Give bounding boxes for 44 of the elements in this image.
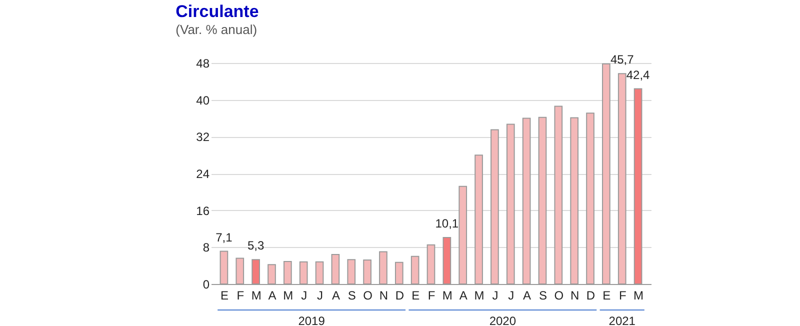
data-label: 10,1 [435, 216, 459, 230]
x-tick-label: S [348, 288, 356, 302]
x-tick-label: A [523, 288, 532, 302]
x-tick-label: J [301, 288, 308, 302]
x-tick-label: O [554, 288, 564, 302]
chart-subtitle: (Var. % anual) [176, 22, 258, 37]
y-tick-label: 40 [196, 93, 210, 108]
x-tick-label: J [508, 288, 514, 302]
y-tick-label: 8 [202, 240, 210, 255]
x-tick-label: J [317, 288, 324, 302]
text: 2020 [489, 314, 516, 326]
text: 2019 [298, 314, 326, 326]
data-label: 42,4 [626, 68, 650, 82]
x-tick-label: A [459, 288, 468, 302]
chart-title: Circulante [176, 2, 259, 21]
x-tick-label: O [363, 288, 372, 302]
y-tick-label: 32 [196, 130, 210, 144]
y-tick-label: 16 [196, 204, 210, 218]
x-tick-label: J [492, 288, 498, 302]
x-tick-label: E [220, 288, 228, 302]
data-label: 5,3 [247, 238, 264, 253]
x-tick-label: F [236, 288, 244, 302]
x-tick-label: E [602, 288, 611, 302]
y-tick-label: 0 [202, 278, 210, 292]
data-label: 45,7 [610, 52, 634, 67]
y-tick-label: 48 [196, 56, 210, 70]
data-label: 7,1 [216, 230, 233, 244]
x-tick-label: N [570, 288, 580, 302]
x-tick-label: F [618, 288, 626, 302]
x-tick-label: M [251, 288, 262, 302]
x-tick-label: N [379, 288, 388, 302]
x-tick-label: D [395, 288, 404, 302]
y-tick-label: 24 [196, 167, 210, 181]
x-tick-label: D [586, 288, 596, 302]
text: 2021 [608, 314, 636, 326]
x-tick-label: S [538, 288, 547, 302]
x-tick-label: M [474, 288, 484, 302]
x-tick-label: A [332, 288, 340, 302]
x-tick-label: F [428, 288, 436, 302]
x-tick-label: M [283, 288, 294, 302]
x-tick-label: M [634, 288, 644, 302]
x-tick-label: M [442, 288, 452, 302]
x-tick-label: A [268, 288, 276, 302]
x-tick-label: E [412, 288, 420, 302]
